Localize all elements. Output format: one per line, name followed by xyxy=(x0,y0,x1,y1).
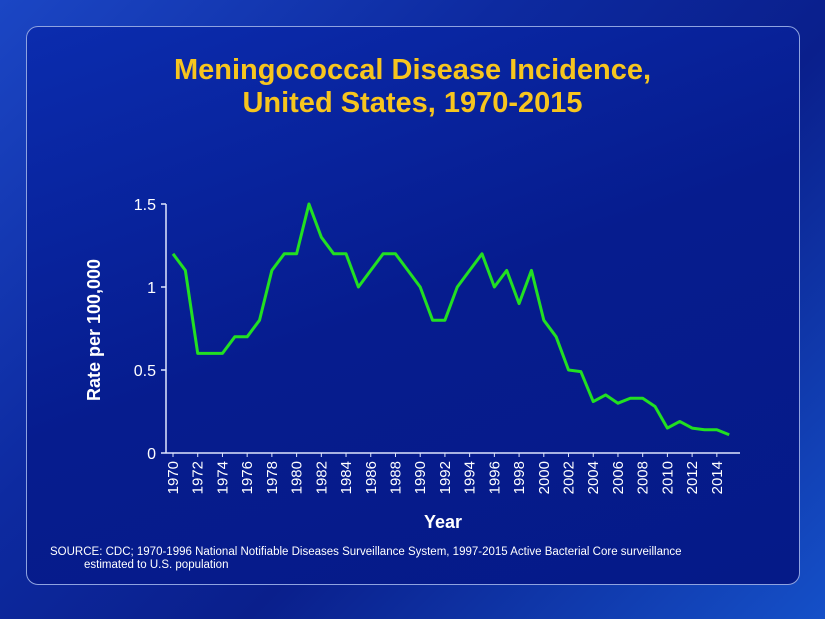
x-tick-label: 1978 xyxy=(264,461,281,494)
x-tick-label: 2002 xyxy=(561,461,578,494)
y-tick-label: 1.5 xyxy=(134,197,156,214)
y-tick-label: 0 xyxy=(147,446,156,463)
source-line-1: SOURCE: CDC; 1970-1996 National Notifiab… xyxy=(50,546,682,558)
x-tick-label: 1984 xyxy=(338,461,355,494)
x-tick-label: 1994 xyxy=(462,461,479,494)
x-tick-label: 1986 xyxy=(363,461,380,494)
x-tick-label: 2000 xyxy=(536,461,553,494)
x-tick-label: 1998 xyxy=(511,461,528,494)
x-tick-label: 1980 xyxy=(289,461,306,494)
source-line-2: estimated to U.S. population xyxy=(84,559,229,571)
x-tick-label: 1990 xyxy=(412,461,429,494)
y-tick-label: 1 xyxy=(147,280,156,297)
x-tick-label: 1970 xyxy=(165,461,182,494)
incidence-line xyxy=(171,202,730,437)
x-tick-label: 2008 xyxy=(635,461,652,494)
chart-title: Meningococcal Disease Incidence, United … xyxy=(0,54,825,120)
x-tick-label: 2004 xyxy=(585,461,602,494)
x-axis-title: Year xyxy=(424,512,462,532)
x-tick-label: 2014 xyxy=(709,461,726,494)
title-line-1: Meningococcal Disease Incidence, xyxy=(173,54,652,86)
x-tick-label: 1982 xyxy=(313,461,330,494)
x-tick-label: 1992 xyxy=(437,461,454,494)
x-tick-label: 1988 xyxy=(387,461,404,494)
x-tick-label: 2006 xyxy=(610,461,627,494)
y-tick-label: 0.5 xyxy=(134,363,156,380)
x-tick-label: 1996 xyxy=(486,461,503,494)
x-tick-label: 1976 xyxy=(239,461,256,494)
y-axis-title: Rate per 100,000 xyxy=(84,259,104,401)
x-tick-label: 1974 xyxy=(214,461,231,494)
title-line-2: United States, 1970-2015 xyxy=(242,87,583,119)
x-tick-label: 1972 xyxy=(190,461,207,494)
x-tick-label: 2010 xyxy=(659,461,676,494)
slide-panel xyxy=(26,26,800,585)
source-note: SOURCE: CDC; 1970-1996 National Notifiab… xyxy=(50,546,682,572)
x-tick-label: 2012 xyxy=(684,461,701,494)
